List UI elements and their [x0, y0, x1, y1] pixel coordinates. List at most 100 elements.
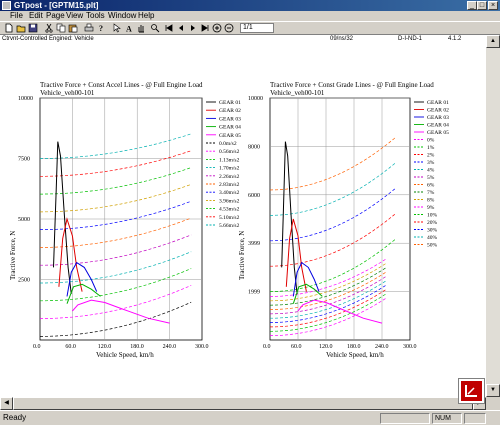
right-const-line-5 [269, 275, 387, 315]
right-legend-label: GEAR 05 [427, 130, 449, 136]
left-const-line-8 [40, 167, 192, 195]
save-icon[interactable] [28, 23, 38, 33]
left-legend-label: 1.13m/s2 [219, 157, 240, 163]
scroll-corner [486, 397, 500, 410]
vertical-scrollbar[interactable]: ▲ ▼ [486, 35, 500, 397]
right-xtick-label: 60.0 [291, 344, 302, 350]
header-date-text: 09/ns/32 [330, 36, 354, 42]
left-legend-label: 5.10m/s2 [219, 215, 240, 221]
left-chart-ylabel: Tractive Force, N [9, 231, 17, 280]
left-legend-label: 3.96m/s2 [219, 198, 240, 204]
menu-file[interactable]: File [10, 11, 23, 20]
left-gear-curve-2 [58, 217, 83, 292]
help-icon[interactable]: ? [96, 23, 106, 33]
right-ytick-label: 6000 [248, 193, 260, 199]
right-legend-label: 20% [427, 220, 438, 226]
open-folder-icon[interactable] [16, 23, 26, 33]
menu-view[interactable]: View [66, 11, 84, 20]
right-legend-label: 6% [427, 183, 435, 189]
paste-icon[interactable] [68, 23, 78, 33]
right-legend-label: 30% [427, 228, 438, 234]
header-left-text: Ctrvnt-Controlled Engined: Vehicle [2, 36, 94, 42]
scroll-down-icon[interactable]: ▼ [486, 384, 500, 397]
right-const-line-9 [270, 258, 387, 297]
title-bar: GTpost - [GPTM15.plt] _ □ × [0, 0, 500, 11]
left-legend-label: GEAR 04 [219, 125, 241, 131]
right-legend-label: 0% [427, 138, 435, 144]
right-gear-curve-5 [297, 299, 383, 324]
new-file-icon[interactable] [4, 23, 14, 33]
last-page-icon[interactable] [200, 23, 210, 33]
prev-page-icon[interactable] [176, 23, 186, 33]
left-xtick-label: 240.0 [163, 344, 177, 350]
zoom-in-icon[interactable] [212, 23, 222, 33]
menu-edit[interactable]: Edit [29, 11, 43, 20]
left-gear-curve-1 [53, 141, 72, 295]
left-chart-subtitle: Vehicle_veh00-101 [40, 89, 95, 97]
zoom-out-icon[interactable] [224, 23, 234, 33]
left-legend-label: 0.0m/s2 [219, 141, 237, 147]
zoom-tool-icon[interactable] [150, 23, 160, 33]
cursor-icon[interactable] [112, 23, 122, 33]
menu-bar: File Edit Page View Tools Window Help [0, 11, 500, 21]
right-const-line-10 [270, 238, 397, 292]
left-chart-xlabel: Vehicle Speed, km/h [96, 351, 154, 359]
right-gear-curve-4 [292, 283, 323, 304]
scroll-up-icon[interactable]: ▲ [486, 35, 500, 48]
left-legend-label: 1.70m/s2 [219, 166, 240, 172]
window-title: GTpost - [GPTM15.plt] [14, 1, 99, 10]
copy-icon[interactable] [56, 23, 66, 33]
menu-help[interactable]: Help [138, 11, 155, 20]
right-ytick-label: 8000 [248, 144, 260, 150]
print-icon[interactable] [84, 23, 94, 33]
left-const-line-7 [40, 184, 192, 213]
next-page-icon[interactable] [188, 23, 198, 33]
left-ytick-label: 5000 [18, 217, 30, 223]
maximize-button[interactable]: □ [477, 1, 487, 10]
left-const-line-4 [40, 234, 192, 266]
right-legend-label: 40% [427, 235, 438, 241]
status-pane-scrl [464, 413, 486, 424]
scroll-left-icon[interactable]: ◀ [0, 397, 13, 410]
first-page-icon[interactable] [164, 23, 174, 33]
right-legend-label: GEAR 01 [427, 100, 449, 106]
right-const-line-4 [270, 280, 387, 319]
close-button[interactable]: × [488, 1, 498, 10]
text-tool-icon[interactable]: A [124, 23, 134, 34]
horizontal-scrollbar[interactable]: ◀ ▶ [0, 397, 486, 410]
right-legend-label: 1% [427, 145, 435, 151]
left-legend-label: GEAR 02 [219, 108, 241, 114]
header-id-text: D-I-ND-1 [398, 36, 422, 42]
right-const-line-14 [269, 136, 397, 191]
document-canvas: Tractive Force + Const Accel Lines - @ F… [0, 44, 486, 397]
right-legend-label: 8% [427, 198, 435, 204]
right-ytick-label: 10000 [248, 96, 263, 102]
right-chart: Tractive Force + Const Grade Lines - @ F… [238, 81, 449, 359]
right-const-line-1 [270, 293, 387, 332]
right-legend-label: 7% [427, 190, 435, 196]
left-xtick-label: 0.0 [33, 344, 41, 350]
right-ytick-label: 3999 [248, 241, 260, 247]
page-number-field[interactable]: 1/1 [240, 23, 274, 33]
left-legend-label: GEAR 03 [219, 116, 241, 122]
menu-window[interactable]: Window [108, 11, 137, 20]
app-icon [2, 1, 11, 10]
right-chart-subtitle: Vehicle_veh00-101 [270, 89, 325, 97]
hand-icon[interactable] [136, 23, 146, 33]
right-const-line-11 [270, 213, 397, 267]
minimize-button[interactable]: _ [467, 1, 477, 10]
cut-icon[interactable] [44, 23, 54, 33]
right-gear-curve-2 [285, 218, 307, 292]
menu-tools[interactable]: Tools [86, 11, 105, 20]
status-pane-empty [380, 413, 430, 424]
right-legend-label: 2% [427, 153, 435, 159]
horizontal-scroll-thumb[interactable] [13, 397, 473, 410]
left-gear-curve-3 [66, 261, 98, 297]
right-const-line-6 [270, 271, 387, 310]
menu-page[interactable]: Page [46, 11, 65, 20]
left-legend-label: GEAR 01 [219, 100, 241, 106]
left-ytick-label: 2500 [18, 278, 30, 284]
right-legend-label: 50% [427, 243, 438, 249]
right-legend-label: 4% [427, 168, 435, 174]
left-legend-label: 3.40m/s2 [219, 190, 240, 196]
